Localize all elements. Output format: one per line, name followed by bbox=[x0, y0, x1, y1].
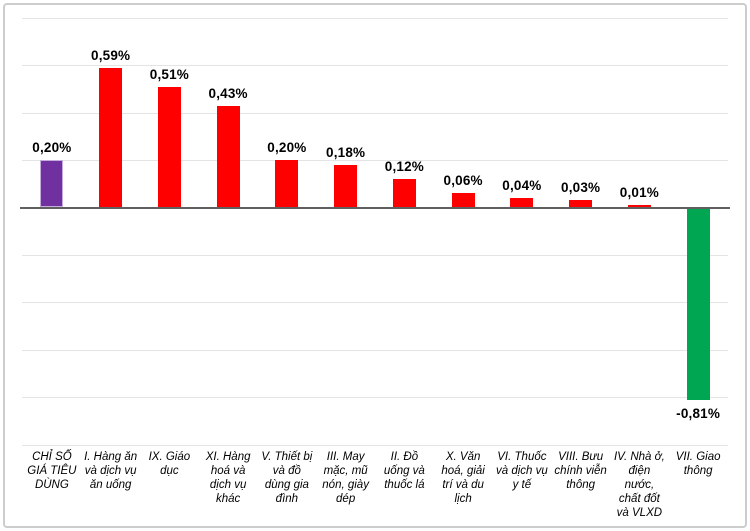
x-axis-category-label: II. Đồ uống và thuốc lá bbox=[383, 451, 425, 492]
bar-value-label: 0,18% bbox=[325, 144, 366, 160]
gridline bbox=[22, 302, 728, 304]
bar-11 bbox=[627, 205, 651, 208]
gridline bbox=[22, 65, 728, 67]
bar-value-label: 0,01% bbox=[619, 185, 660, 201]
x-axis-category-label: VIII. Bưu chính viễn thông bbox=[554, 451, 607, 492]
bar-value-label: 0,51% bbox=[149, 66, 190, 82]
bar-12 bbox=[686, 208, 710, 401]
gridline bbox=[22, 444, 728, 446]
x-axis-category-label: VI. Thuốc và dịch vụ y tế bbox=[495, 451, 548, 492]
bar-1 bbox=[40, 160, 64, 208]
x-axis-category-label: IX. Giáo dục bbox=[148, 451, 191, 478]
bar-value-label: 0,03% bbox=[560, 180, 601, 196]
bar-value-label: 0,20% bbox=[267, 140, 307, 156]
bar-2 bbox=[99, 67, 123, 208]
x-axis-category-label: XI. Hàng hoá và dịch vụ khác bbox=[205, 451, 251, 506]
gridline bbox=[22, 397, 728, 399]
bar-value-label: -0,81% bbox=[676, 406, 721, 422]
gridline bbox=[22, 17, 728, 19]
gridline bbox=[22, 349, 728, 351]
gridline bbox=[22, 254, 728, 256]
x-axis-category-label: CHỈ SỐ GIÁ TIÊU DÙNG bbox=[27, 451, 77, 492]
bar-value-label: 0,12% bbox=[384, 159, 425, 175]
bar-10 bbox=[569, 200, 593, 208]
x-axis-category-label: X. Văn hoá, giải trí và du lịch bbox=[441, 451, 485, 506]
bar-value-label: 0,20% bbox=[32, 140, 72, 156]
x-axis-category-label: V. Thiết bị và đồ dùng gia đình bbox=[261, 451, 313, 506]
bar-value-label: 0,04% bbox=[502, 178, 542, 194]
gridline bbox=[22, 160, 728, 162]
x-axis-category-label: VII. Giao thông bbox=[675, 451, 721, 478]
bar-value-label: 0,06% bbox=[443, 173, 483, 189]
bar-5 bbox=[275, 160, 299, 208]
bar-8 bbox=[451, 193, 475, 208]
bar-6 bbox=[334, 164, 358, 208]
x-axis-zero-line bbox=[20, 206, 730, 209]
bar-9 bbox=[510, 198, 534, 208]
x-axis-category-label: IV. Nhà ở, điện nước, chất đốt và VLXD bbox=[613, 451, 665, 520]
gridline bbox=[22, 112, 728, 114]
bar-3 bbox=[157, 86, 181, 208]
bar-value-label: 0,43% bbox=[208, 85, 248, 101]
x-axis-category-label: III. May mặc, mũ nón, giày dép bbox=[322, 451, 369, 506]
bar-value-label: 0,59% bbox=[90, 47, 131, 63]
bar-4 bbox=[216, 105, 240, 208]
bar-7 bbox=[392, 179, 416, 208]
x-axis-category-label: I. Hàng ăn và dịch vụ ăn uống bbox=[84, 451, 138, 492]
